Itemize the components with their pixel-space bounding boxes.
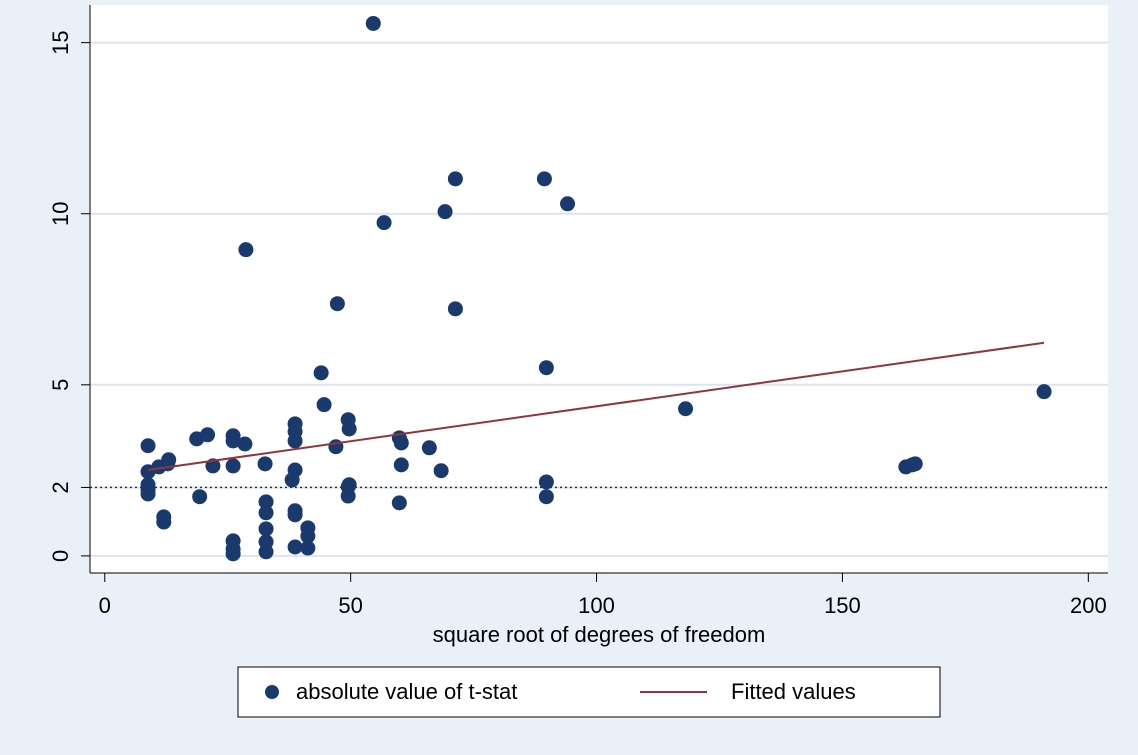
point xyxy=(258,505,274,521)
point xyxy=(1036,384,1052,400)
point xyxy=(192,489,208,505)
point xyxy=(421,440,437,456)
x-tick-label: 150 xyxy=(824,593,861,618)
point xyxy=(560,196,576,212)
point xyxy=(340,488,356,504)
plot-area xyxy=(90,5,1108,573)
legend xyxy=(237,666,941,718)
point xyxy=(393,435,409,451)
x-tick-label: 0 xyxy=(99,593,111,618)
point xyxy=(329,296,345,312)
legend-label: Fitted values xyxy=(731,679,856,704)
fitted-line xyxy=(147,341,1045,471)
point xyxy=(907,456,923,472)
y-tick-label: 15 xyxy=(48,30,73,54)
point xyxy=(225,458,241,474)
legend-label: absolute value of t-stat xyxy=(296,679,517,704)
point xyxy=(200,427,216,443)
point xyxy=(447,301,463,317)
point xyxy=(538,474,554,490)
point xyxy=(287,539,303,555)
point xyxy=(258,544,274,560)
point xyxy=(300,540,316,556)
point xyxy=(341,421,357,437)
point xyxy=(225,546,241,562)
point xyxy=(376,215,392,231)
point xyxy=(393,457,409,473)
point xyxy=(284,472,300,488)
x-tick-label: 200 xyxy=(1070,593,1107,618)
point xyxy=(140,464,156,480)
point xyxy=(300,528,316,544)
x-tick-label: 100 xyxy=(578,593,615,618)
y-tick-label: 10 xyxy=(48,201,73,225)
point xyxy=(258,521,274,537)
x-axis-label: square root of degrees of freedom xyxy=(433,622,766,647)
point xyxy=(437,204,453,220)
point xyxy=(313,365,329,381)
point xyxy=(678,401,694,417)
y-tick-label: 5 xyxy=(48,379,73,391)
point xyxy=(238,242,254,258)
y-tick-label: 2 xyxy=(48,481,73,493)
point xyxy=(140,486,156,502)
point xyxy=(287,433,303,449)
point xyxy=(433,463,449,479)
point xyxy=(156,514,172,530)
point xyxy=(365,15,381,31)
point xyxy=(447,171,463,187)
point xyxy=(258,494,274,510)
point xyxy=(287,507,303,523)
legend-marker xyxy=(265,685,279,699)
y-tick-label: 0 xyxy=(48,550,73,562)
point xyxy=(316,397,332,413)
point xyxy=(391,495,407,511)
x-tick-label: 50 xyxy=(338,593,362,618)
point xyxy=(140,438,156,454)
point xyxy=(536,171,552,187)
point xyxy=(538,360,554,376)
point xyxy=(328,439,344,455)
point xyxy=(257,456,273,472)
point xyxy=(538,489,554,505)
point xyxy=(237,436,253,452)
point xyxy=(225,433,241,449)
